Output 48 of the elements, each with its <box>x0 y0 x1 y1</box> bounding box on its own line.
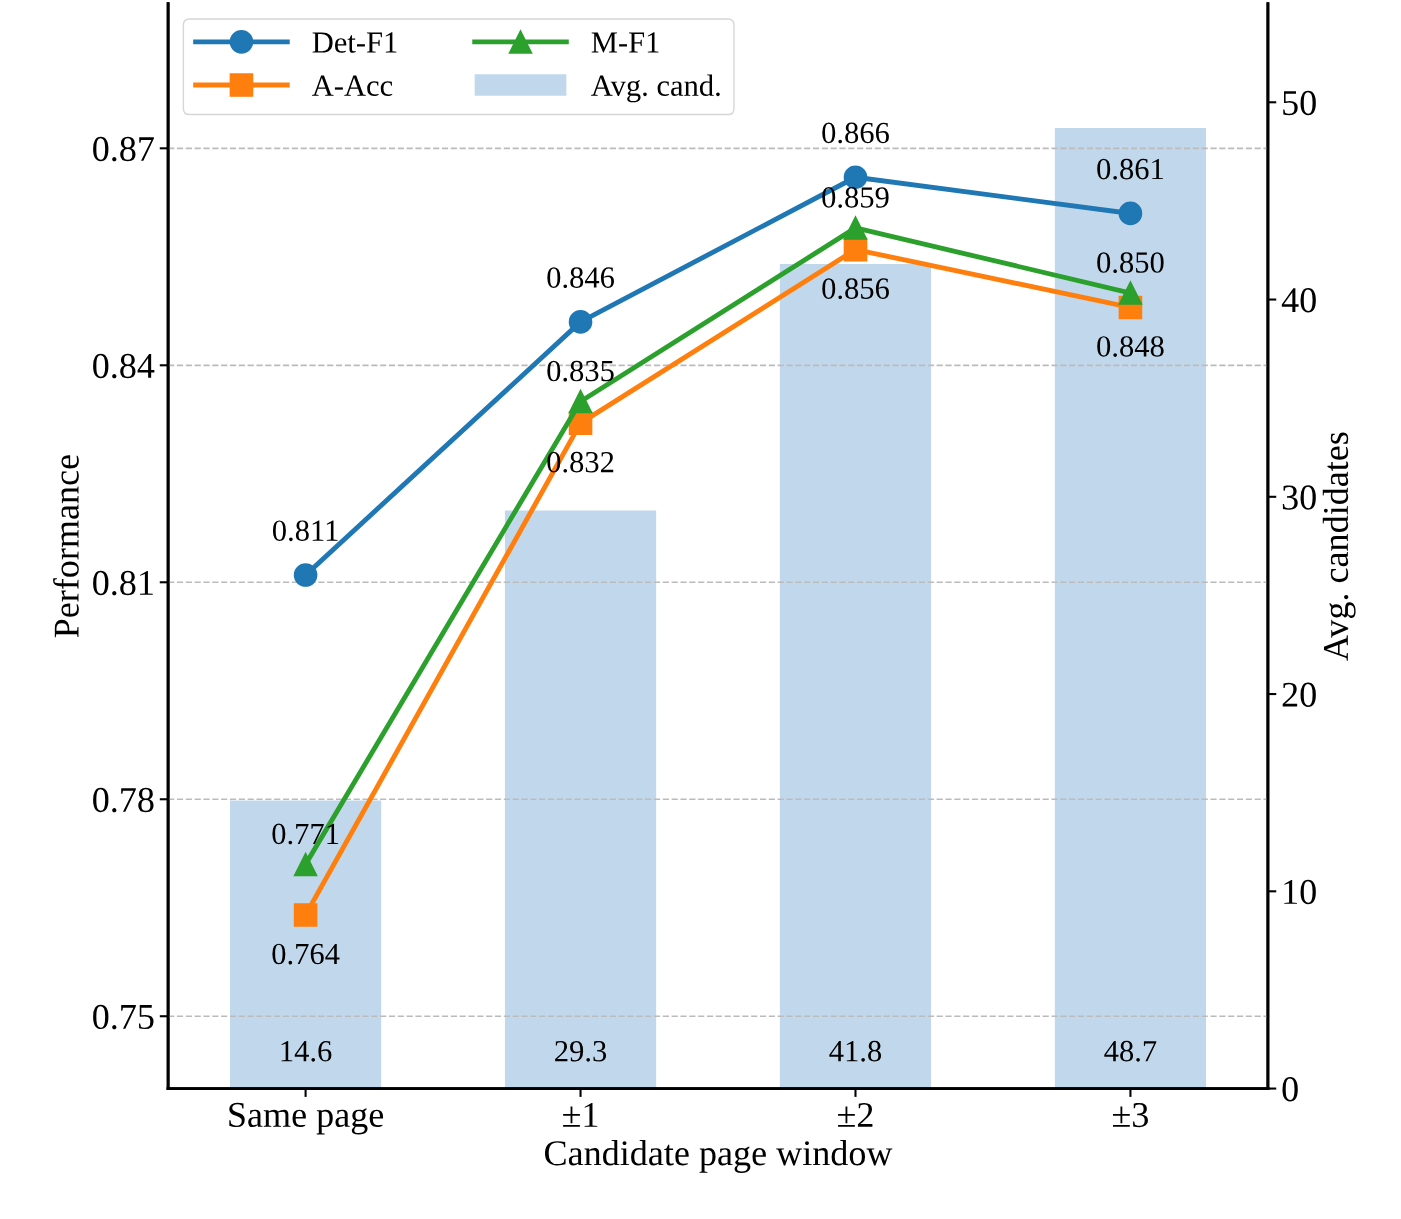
data-label: 0.859 <box>822 187 889 208</box>
point <box>293 903 318 927</box>
bar <box>229 800 382 1089</box>
data-label: 14.6 <box>281 1040 332 1062</box>
point <box>843 216 868 240</box>
y2-axis-title: Avg. candidates <box>1322 432 1356 661</box>
legend-label: A-Acc <box>312 75 393 97</box>
y-tick-label: 0.78 <box>93 787 154 813</box>
point <box>568 389 593 414</box>
data-label: 0.850 <box>1097 252 1164 273</box>
point <box>1118 201 1143 226</box>
bar <box>779 264 932 1089</box>
data-label: 48.7 <box>1104 1040 1157 1062</box>
x-tick-label: ±2 <box>838 1102 873 1127</box>
point <box>1118 281 1143 305</box>
y2-tick-label: 40 <box>1281 288 1316 313</box>
data-label: 0.835 <box>547 360 614 382</box>
bar <box>1054 127 1207 1089</box>
x-tick-label: ±1 <box>563 1102 598 1127</box>
data-label: 41.8 <box>829 1040 882 1062</box>
x-axis-title: Candidate page window <box>545 1140 893 1173</box>
data-label: 0.861 <box>1097 158 1163 180</box>
data-label: 0.856 <box>822 278 889 300</box>
y-tick-label: 0.84 <box>93 353 155 379</box>
y-tick-label: 0.87 <box>93 136 154 162</box>
point <box>293 852 318 877</box>
data-label: 0.848 <box>1097 336 1164 357</box>
point <box>568 310 593 334</box>
x-tick-label: Same page <box>229 1102 384 1135</box>
legend-label: Det-F1 <box>312 32 397 53</box>
y2-tick-label: 50 <box>1283 90 1316 116</box>
y-tick-label: 0.75 <box>93 1004 154 1030</box>
bar <box>504 510 657 1089</box>
y-tick-label: 0.81 <box>93 570 153 596</box>
point <box>293 563 318 587</box>
data-label: 0.811 <box>272 520 338 542</box>
y2-tick-label: 20 <box>1282 682 1316 707</box>
y-axis-title: Performance <box>53 455 79 638</box>
data-label: 29.3 <box>555 1040 607 1062</box>
y2-tick-label: 10 <box>1284 879 1316 905</box>
x-tick-label: ±3 <box>1112 1102 1148 1128</box>
data-label: 0.764 <box>272 943 340 965</box>
y2-tick-label: 30 <box>1282 485 1316 510</box>
legend-label: M-F1 <box>591 32 659 53</box>
y2-tick-label: 0 <box>1282 1077 1298 1102</box>
data-label: 0.846 <box>547 267 614 289</box>
data-label: 0.866 <box>822 122 889 144</box>
legend-label: Avg. cand. <box>591 74 720 103</box>
